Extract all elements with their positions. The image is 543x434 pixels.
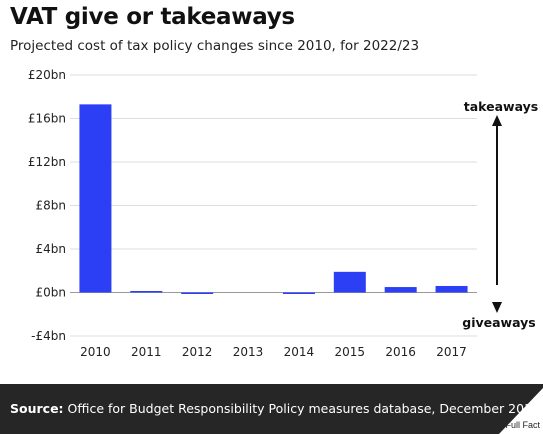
y-tick-label: £12bn [28, 155, 66, 169]
down-arrow-icon [492, 302, 502, 313]
source-text: Office for Budget Responsibility Policy … [67, 401, 540, 416]
y-tick-label: £4bn [36, 242, 67, 256]
full-fact-logo: Full Fact [499, 388, 543, 434]
bar-2010 [79, 104, 112, 293]
bar-chart: £20bn£16bn£12bn£8bn£4bn£0bn-£4bn 2010 201… [28, 68, 538, 359]
x-tick-label: 2011 [131, 345, 162, 359]
x-tick-label: 2017 [436, 345, 467, 359]
bar-2012 [181, 292, 214, 294]
footer-bar: Source: Office for Budget Responsibility… [0, 384, 543, 434]
x-tick-label: 2015 [335, 345, 366, 359]
bars [79, 104, 468, 294]
x-axis-ticks: 2010 2011 2012 2013 2014 2015 2016 2017 [80, 345, 467, 359]
up-arrow-icon [492, 115, 502, 126]
bar-2016 [384, 287, 417, 293]
gridlines [70, 74, 477, 337]
y-tick-label: £20bn [28, 68, 66, 82]
takeaway-giveaway-annotation: takeaways giveaways [462, 99, 538, 330]
giveaways-label: giveaways [462, 315, 535, 330]
y-axis-ticks: £20bn £16bn £12bn £8bn £4bn £0bn -£4bn [28, 68, 66, 343]
y-tick-label: £0bn [36, 286, 67, 300]
x-tick-label: 2016 [385, 345, 416, 359]
x-tick-label: 2014 [284, 345, 315, 359]
chart-title: VAT give or takeaways [10, 4, 295, 30]
y-tick-label: -£4bn [31, 329, 66, 343]
bar-2017 [435, 285, 468, 293]
x-tick-label: 2013 [233, 345, 264, 359]
bar-2015 [333, 271, 366, 293]
y-tick-label: £8bn [36, 199, 67, 213]
x-tick-label: 2010 [80, 345, 111, 359]
x-tick-label: 2012 [182, 345, 213, 359]
svg-text:Full Fact: Full Fact [505, 420, 540, 430]
bar-2014 [282, 292, 315, 294]
takeaways-label: takeaways [464, 99, 539, 114]
chart-subtitle: Projected cost of tax policy changes sin… [10, 38, 420, 54]
y-tick-label: £16bn [28, 112, 66, 126]
bar-2011 [130, 291, 163, 293]
source-line: Source: Office for Budget Responsibility… [10, 401, 540, 416]
source-label: Source: [10, 401, 64, 416]
